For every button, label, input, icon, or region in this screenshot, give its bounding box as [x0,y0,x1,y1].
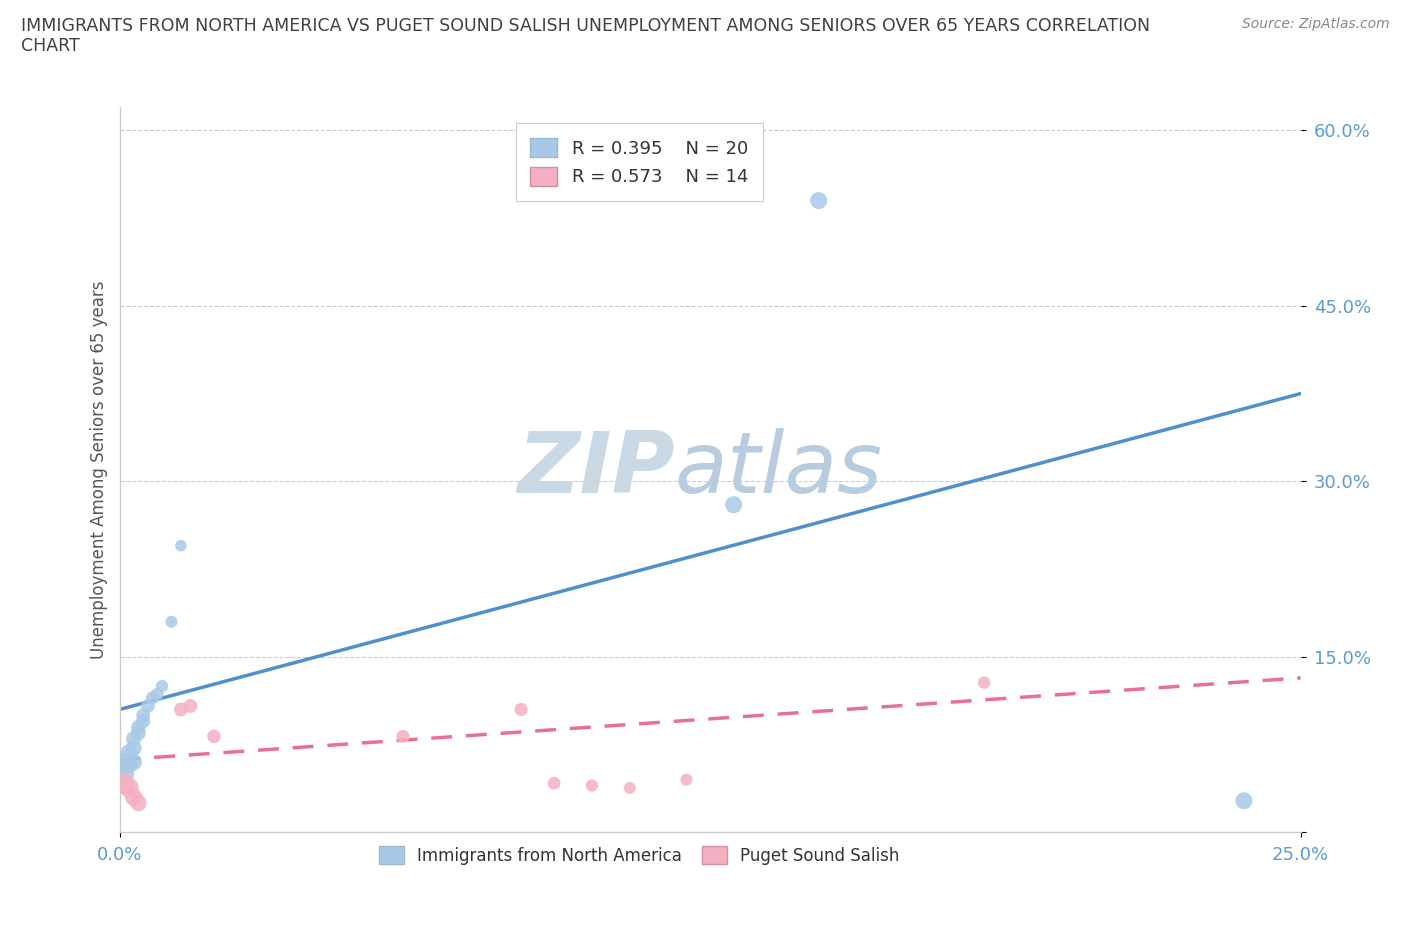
Point [142,690,165,705]
Point [118,780,141,795]
Point [973,675,995,690]
Point [118,745,141,760]
Point [150,679,173,694]
Text: atlas: atlas [675,428,883,512]
Point [127,720,149,735]
Point [127,725,149,740]
Point [112,776,135,790]
Text: IMMIGRANTS FROM NORTH AMERICA VS PUGET SOUND SALISH UNEMPLOYMENT AMONG SENIORS O: IMMIGRANTS FROM NORTH AMERICA VS PUGET S… [21,17,1150,34]
Point [160,615,183,630]
Point [112,755,135,770]
Point [118,757,141,772]
Point [132,713,155,728]
Point [807,193,830,208]
Point [1233,793,1256,808]
Point [146,687,169,702]
Point [136,698,159,713]
Point [392,729,415,744]
Point [132,708,155,723]
Text: Source: ZipAtlas.com: Source: ZipAtlas.com [1241,17,1389,31]
Point [543,776,565,790]
Y-axis label: Unemployment Among Seniors over 65 years: Unemployment Among Seniors over 65 years [90,281,108,658]
Point [170,538,193,553]
Point [112,766,135,781]
Point [170,702,193,717]
Point [581,778,603,793]
Point [619,780,641,795]
Legend: Immigrants from North America, Puget Sound Salish: Immigrants from North America, Puget Sou… [373,839,907,871]
Point [202,729,225,744]
Point [675,772,697,787]
Point [122,731,145,746]
Point [122,790,145,804]
Point [179,698,201,713]
Point [122,740,145,755]
Text: ZIP: ZIP [517,428,675,512]
Point [127,796,149,811]
Point [122,755,145,770]
Point [723,498,745,512]
Point [510,702,533,717]
Text: CHART: CHART [21,37,80,55]
